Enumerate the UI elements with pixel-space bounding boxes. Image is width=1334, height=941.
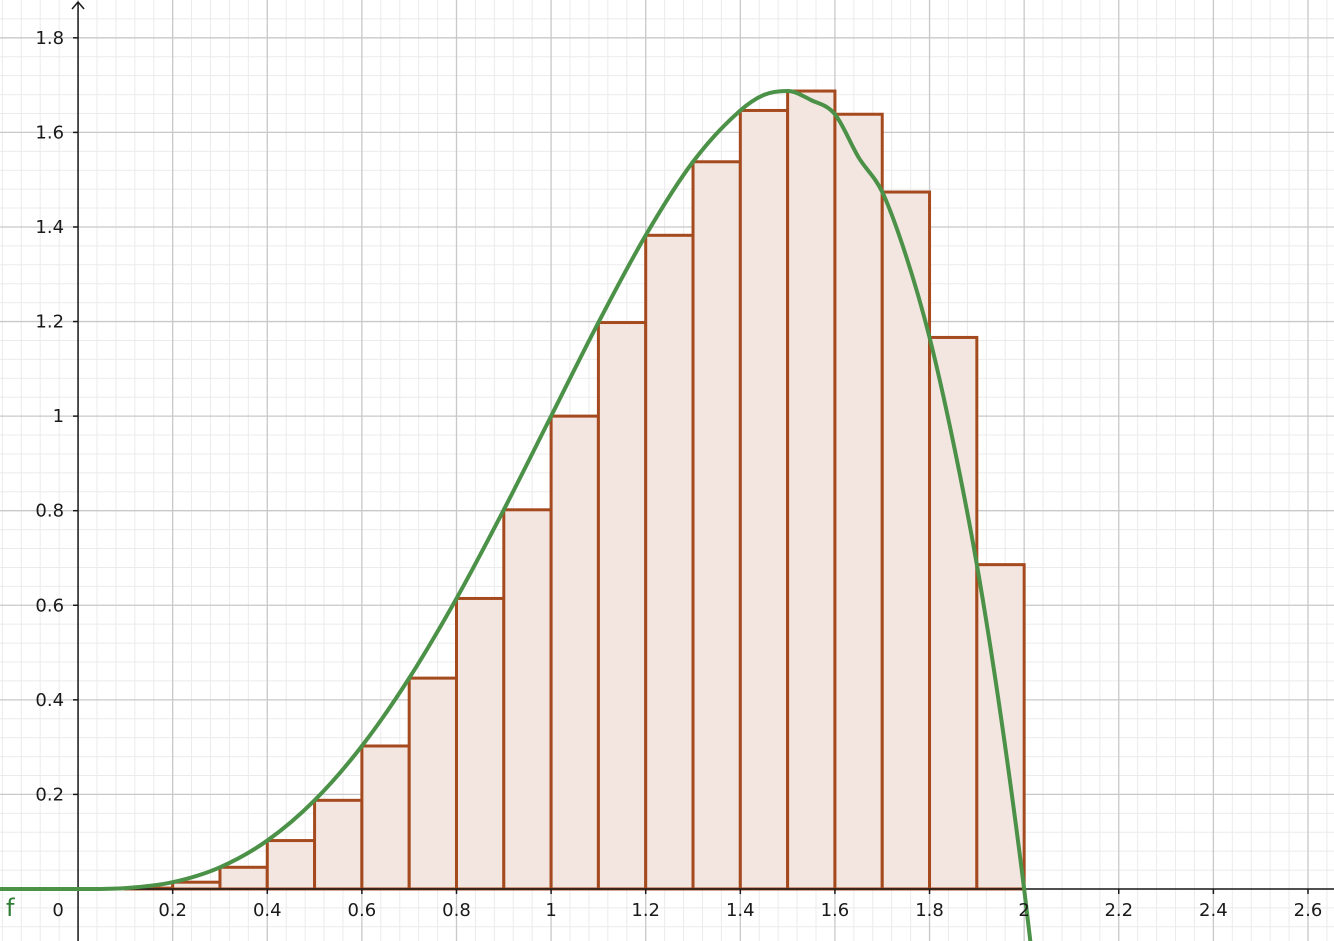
riemann-bar [833,112,884,891]
y-tick-label: 0.6 [35,595,64,616]
x-tick-label: 0.8 [442,900,471,921]
y-tick-label: 1.4 [35,217,64,238]
x-tick-label: 2.6 [1294,900,1323,921]
riemann-bar [313,798,364,891]
y-tick-label: 0.2 [35,784,64,805]
riemann-bars [123,89,1026,891]
x-tick-label: 0.2 [158,900,187,921]
x-tick-label: 2 [1018,900,1029,921]
riemann-bar [360,744,411,891]
x-tick-label: 0 [52,900,63,921]
function-curve-group [0,89,1033,941]
y-tick-label: 0.4 [35,690,64,711]
y-tick-label: 1.2 [35,312,64,333]
x-tick-label: 1.8 [915,900,944,921]
riemann-bar [218,865,269,891]
riemann-bar [691,160,742,891]
x-tick-label: 2.4 [1199,900,1228,921]
x-tick-label: 2.2 [1104,900,1133,921]
riemann-bar [502,508,553,891]
riemann-bar [454,596,506,891]
y-tick-label: 0.8 [35,501,64,522]
riemann-bar [596,321,648,891]
riemann-bar [786,89,837,891]
x-tick-label: 1.6 [821,900,850,921]
y-axis-arrow [71,0,85,10]
x-tick-label: 1.2 [631,900,660,921]
x-tick-label: 0.6 [348,900,377,921]
riemann-bar [738,108,790,891]
riemann-bar [928,335,979,891]
y-tick-label: 1 [53,406,64,427]
x-tick-label: 1.4 [726,900,755,921]
riemann-bar [265,839,317,891]
riemann-bar [644,233,695,891]
y-tick-label: 1.6 [35,122,64,143]
riemann-bar [407,676,458,891]
x-tick-label: 1 [545,900,556,921]
y-tick-label: 1.8 [35,28,64,49]
riemann-bar [880,190,932,891]
function-label: f [6,894,15,922]
x-tick-label: 0.4 [253,900,282,921]
riemann-bar [549,414,600,891]
riemann-bar [171,880,222,891]
function-curve [0,89,1033,941]
tick-labels: 0 0.2 0.4 0.6 0.8 1 1.2 1.4 1.6 1.8 2 2.2 2.4 2.6 0.2 0… [35,28,1322,921]
